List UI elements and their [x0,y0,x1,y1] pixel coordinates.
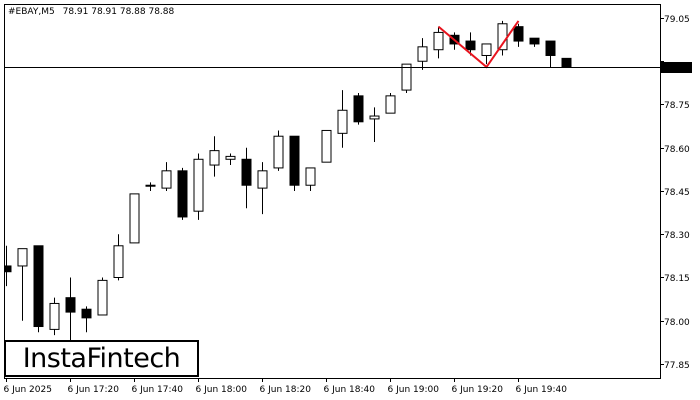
candle [289,135,300,191]
candle-body-bullish [337,109,348,134]
y-tick-label: 78.60 [664,145,690,155]
candle-body-bearish [529,37,540,45]
instafintech-logo: InstaFintech [4,340,199,377]
candle-body-bearish [81,308,92,319]
candle-body-bearish [353,95,364,123]
candle [321,129,332,163]
candle-body-bearish [33,245,44,328]
candle-body-bearish [289,135,300,186]
candle-body-bullish [369,115,380,120]
candle [81,306,92,333]
candle [545,40,556,68]
candle-body-bullish [433,31,444,51]
candle [417,38,428,70]
candle [97,277,108,316]
candle-body-bullish [481,43,492,56]
candle-body-bullish [113,245,124,279]
candle-body-bearish [65,297,76,313]
candle [273,130,284,171]
x-tick-label: 6 Jun 19:20 [452,385,504,395]
candle [225,153,236,166]
candle [385,92,396,114]
x-tick-label: 6 Jun 17:20 [68,385,120,395]
candle-body-bullish [497,23,508,51]
candle-body-bullish [17,248,28,267]
y-tick-label: 78.30 [664,231,690,241]
candle [401,63,412,93]
symbol-label: #EBAY,M5 [8,7,55,17]
x-axis: 6 Jun 2025 6 Jun 17:20 6 Jun 17:40 6 Jun 18… [4,378,568,395]
candle [369,107,380,142]
candle-body-bearish [177,170,188,218]
x-tick-label: 6 Jun 19:40 [516,385,568,395]
candle [129,193,140,244]
candle-body-bullish [273,135,284,169]
candle [209,136,220,177]
candle-body-bearish [513,26,524,42]
candle [49,297,60,336]
candle [5,245,12,287]
candle-body-bullish [161,170,172,189]
candle-body-bullish [97,279,108,316]
candle [481,43,492,65]
candle [465,32,476,56]
ohlc-values: 78.91 78.91 78.88 78.88 [63,7,175,17]
y-tick-label: 78.75 [664,101,690,111]
candle-body-bearish [465,40,476,51]
x-tick-label: 6 Jun 2025 [4,385,52,395]
candle [337,90,348,148]
x-tick-label: 6 Jun 19:00 [388,385,440,395]
plot-frame [4,4,661,379]
y-axis: 79.05 78.75 78.60 78.45 78.30 78.15 78.00 77.85 [660,15,690,371]
candle-body-bullish [401,63,412,91]
candle [513,23,524,47]
x-tick-label: 6 Jun 18:00 [196,385,248,395]
logo-text: InstaFintech [22,343,181,374]
candle [257,162,268,215]
candle-body-bullish [193,158,204,212]
candle-body-bearish [561,57,572,68]
current-price-tag: 78.88 [661,62,692,74]
candle [33,245,44,333]
x-tick-label: 6 Jun 18:40 [324,385,376,395]
candle [177,167,188,220]
candle-body-bullish [257,170,268,189]
candle-body-bearish [545,40,556,56]
candle [145,182,156,191]
candle [65,277,76,341]
y-tick-label: 78.00 [664,318,690,328]
candle [529,37,540,47]
candle [353,92,364,125]
candle [241,147,252,209]
candle-body-bullish [321,129,332,163]
chart-header: #EBAY,M5 78.91 78.91 78.88 78.88 [8,7,175,17]
candle-body-bullish [129,193,140,244]
candle [161,162,172,191]
current-price-tag-text: 78.88 [664,64,690,74]
candle [193,153,204,220]
candle [561,57,572,68]
candle [433,26,444,59]
candle-body-bullish [145,184,156,187]
x-tick-label: 6 Jun 18:20 [260,385,312,395]
candles-group [5,20,572,341]
candle-body-bearish [241,158,252,186]
x-tick-label: 6 Jun 17:40 [132,385,184,395]
candle-body-bearish [5,265,12,273]
candle-body-bullish [417,46,428,62]
candle-body-bullish [385,95,396,114]
current-price-tag-bg [661,62,692,73]
candle [17,248,28,321]
y-tick-label: 78.45 [664,188,690,198]
candle-body-bullish [305,167,316,186]
candle-body-bullish [49,302,60,330]
candle-body-bullish [225,155,236,160]
y-tick-label: 79.05 [664,15,690,25]
y-tick-label: 77.85 [664,361,690,371]
candle [113,234,124,281]
candle-body-bullish [209,150,220,166]
candle [305,167,316,191]
y-tick-label: 78.15 [664,274,690,284]
